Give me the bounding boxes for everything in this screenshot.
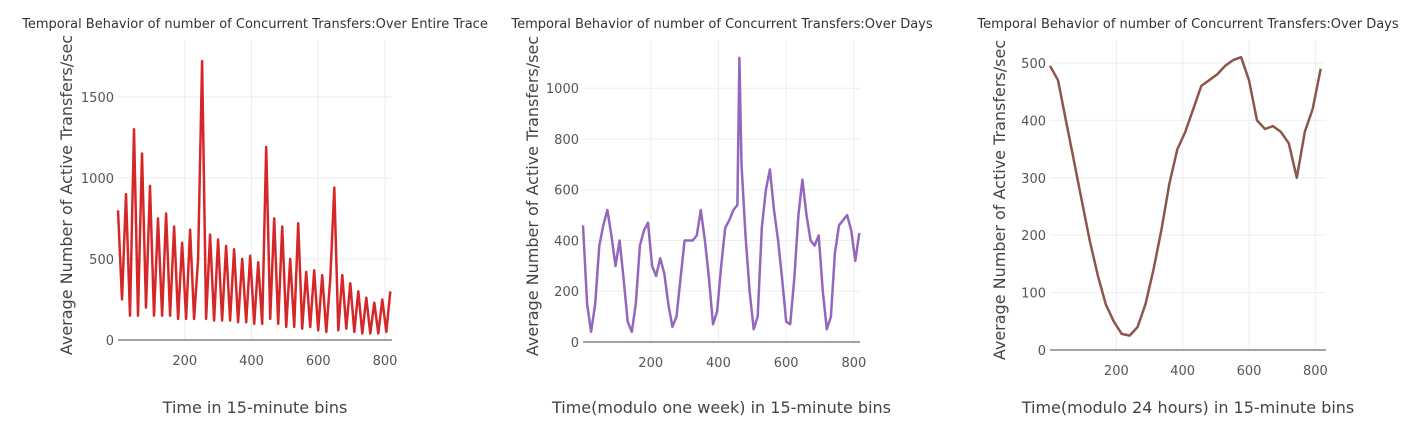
x-axis-label: Time in 15-minute bins <box>162 398 348 417</box>
x-tick-label: 600 <box>1237 364 1262 379</box>
x-tick-label: 400 <box>706 356 731 371</box>
x-tick-label: 800 <box>841 356 866 371</box>
y-axis-label: Average Number of Active Transfers/sec <box>523 36 542 356</box>
y-tick-label: 0 <box>1038 344 1046 359</box>
y-tick-label: 200 <box>1021 229 1046 244</box>
y-tick-label: 500 <box>89 253 114 268</box>
y-tick-label: 400 <box>1021 114 1046 129</box>
chart-title: Temporal Behavior of number of Concurren… <box>21 17 488 32</box>
x-tick-label: 800 <box>1303 364 1328 379</box>
line <box>116 59 392 335</box>
y-tick-label: 400 <box>554 234 579 249</box>
x-tick-label: 400 <box>1170 364 1195 379</box>
chart-title: Temporal Behavior of number of Concurren… <box>976 17 1399 32</box>
y-axis-label: Average Number of Active Transfers/sec <box>57 35 76 355</box>
y-tick-label: 1000 <box>81 172 114 187</box>
x-axis-label: Time(modulo 24 hours) in 15-minute bins <box>1021 398 1355 417</box>
y-tick-label: 300 <box>1021 172 1046 187</box>
y-tick-label: 500 <box>1021 57 1046 72</box>
chart-title: Temporal Behavior of number of Concurren… <box>510 17 933 32</box>
y-tick-label: 1500 <box>81 91 114 106</box>
x-axis-label: Time(modulo one week) in 15-minute bins <box>551 398 891 417</box>
x-tick-label: 200 <box>638 356 663 371</box>
y-tick-label: 100 <box>1021 287 1046 302</box>
y-axis-label: Average Number of Active Transfers/sec <box>990 40 1009 360</box>
x-tick-label: 200 <box>172 354 197 369</box>
x-tick-label: 200 <box>1104 364 1129 379</box>
x-tick-label: 600 <box>306 354 331 369</box>
x-tick-label: 800 <box>373 354 398 369</box>
y-tick-label: 600 <box>554 184 579 199</box>
line <box>581 56 861 334</box>
line <box>1048 55 1322 337</box>
y-tick-label: 0 <box>106 334 114 349</box>
y-tick-label: 0 <box>571 336 579 351</box>
x-tick-label: 600 <box>774 356 799 371</box>
y-tick-label: 800 <box>554 133 579 148</box>
x-tick-label: 400 <box>239 354 264 369</box>
y-tick-label: 200 <box>554 285 579 300</box>
y-tick-label: 1000 <box>546 82 579 97</box>
